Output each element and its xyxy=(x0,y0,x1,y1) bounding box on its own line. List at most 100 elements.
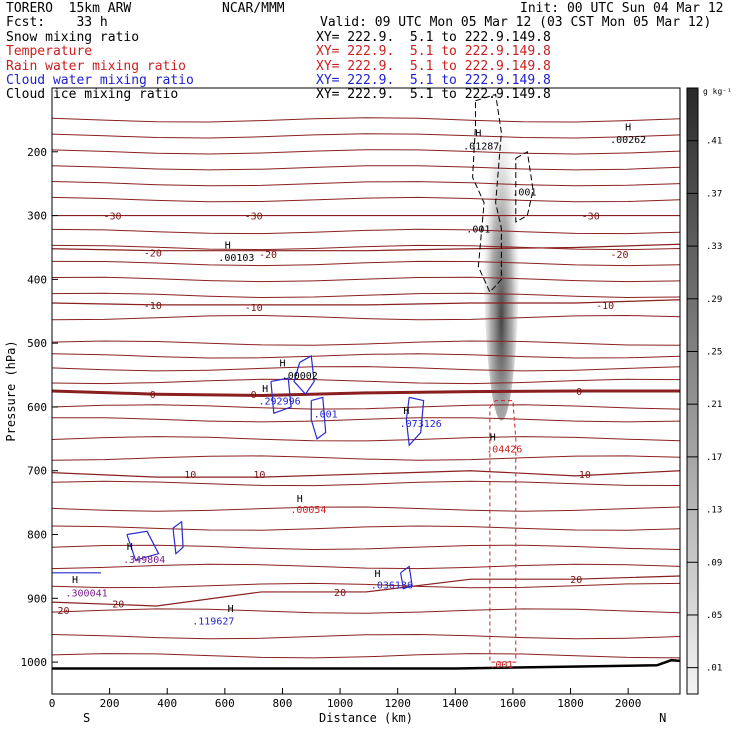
legend-cloud-ice: Cloud ice mixing ratio xyxy=(6,87,179,102)
isotherm-line xyxy=(51,480,681,487)
colorbar-tick-label: .25 xyxy=(706,347,722,357)
colorbar-tick-label: .13 xyxy=(706,506,722,516)
high-marker: H xyxy=(475,129,481,140)
isotherm-line xyxy=(51,228,681,235)
value-annotation: .00054 xyxy=(290,505,326,516)
cloud-water-outline-5 xyxy=(172,520,184,555)
colorbar-tick-label: .17 xyxy=(706,453,722,463)
x-tick-label: 1200 xyxy=(384,697,411,710)
north-label: N xyxy=(659,711,666,725)
valid-time: Valid: 09 UTC Mon 05 Mar 12 (03 CST Mon … xyxy=(320,15,712,30)
colorbar-tick-label: .29 xyxy=(706,295,722,305)
plot-frame xyxy=(51,87,681,695)
temperature-contour-0 xyxy=(51,389,680,397)
temperature-label: -10 xyxy=(245,303,263,314)
cloud-ice-outline xyxy=(472,93,502,294)
colorbar xyxy=(686,87,699,695)
colorbar-unit: g kg⁻¹ xyxy=(703,87,732,96)
rain-outline xyxy=(489,400,517,663)
temperature-label: -20 xyxy=(259,250,277,261)
isotherm-line xyxy=(51,525,681,531)
y-tick-label: 300 xyxy=(27,210,47,223)
cloud-water-outline-1 xyxy=(270,377,292,415)
x-tick-label: 1800 xyxy=(557,697,584,710)
value-annotation: .00262 xyxy=(610,135,646,146)
x-tick-label: 200 xyxy=(100,697,120,710)
legend-snow: Snow mixing ratio xyxy=(6,30,140,45)
cloud-water-outline-6 xyxy=(399,565,413,590)
temperature-label: 0 xyxy=(150,390,156,401)
x-tick-label: 800 xyxy=(273,697,293,710)
temperature-label: -20 xyxy=(610,250,628,261)
isotherm-line xyxy=(51,133,681,139)
value-annotation: .00103 xyxy=(218,253,254,264)
isotherm-line xyxy=(51,276,681,283)
value-annotation: .04426 xyxy=(486,444,522,455)
legend-rain: Rain water mixing ratio xyxy=(6,59,187,74)
legend-cloud-water: Cloud water mixing ratio xyxy=(6,73,194,88)
colorbar-tick-label: .41 xyxy=(706,137,722,147)
value-annotation: .001 xyxy=(512,187,536,198)
center-title: NCAR/MMM xyxy=(222,1,285,16)
isotherm-line xyxy=(51,181,681,187)
y-tick-label: 400 xyxy=(27,273,47,286)
isotherm-line xyxy=(51,366,681,372)
temperature-label: 10 xyxy=(253,470,265,481)
y-axis-label: Pressure (hPa) xyxy=(4,340,18,441)
value-annotation: .001 xyxy=(466,224,490,235)
value-annotation: .300041 xyxy=(65,589,107,600)
temperature-contour--20 xyxy=(51,243,681,252)
isotherm-line xyxy=(51,149,681,155)
y-tick-label: 800 xyxy=(27,529,47,542)
high-marker: H xyxy=(297,494,303,505)
temperature-label: -30 xyxy=(103,212,121,223)
value-annotation: .001 xyxy=(314,409,338,420)
temperature-label: -30 xyxy=(582,212,600,223)
isotherm-line xyxy=(51,455,681,461)
value-annotation: .01287 xyxy=(463,141,499,152)
isotherm-line xyxy=(51,544,681,551)
isotherm-line xyxy=(51,436,681,442)
isotherm-line xyxy=(51,653,681,659)
temperature-label: 10 xyxy=(184,470,196,481)
model-title: TORERO 15km ARW xyxy=(6,1,132,16)
high-marker: H xyxy=(225,240,231,251)
colorbar-tick-label: .05 xyxy=(706,611,722,621)
isotherm-line xyxy=(51,563,681,570)
x-tick-label: 1600 xyxy=(500,697,527,710)
x-tick-label: 600 xyxy=(215,697,235,710)
temperature-label: -10 xyxy=(596,301,614,312)
x-tick-label: 1400 xyxy=(442,697,469,710)
high-marker: H xyxy=(72,575,78,586)
temperature-label: 20 xyxy=(112,599,124,610)
x-axis-label: Distance (km) xyxy=(319,711,413,725)
isotherm-line xyxy=(51,196,681,203)
high-marker: H xyxy=(490,432,496,443)
high-marker: H xyxy=(375,569,381,580)
legend-cloud-ice-xy: XY= 222.9. 5.1 to 222.9.149.8 xyxy=(316,87,551,102)
temperature-label: -10 xyxy=(144,301,162,312)
isotherm-line xyxy=(51,633,681,640)
value-annotation: .073126 xyxy=(400,419,442,430)
value-annotation: .119627 xyxy=(192,617,234,628)
y-tick-label: 200 xyxy=(27,146,47,159)
y-tick-label: 1000 xyxy=(21,656,48,669)
isotherm-line xyxy=(51,506,681,512)
terrain-line xyxy=(52,658,681,670)
high-marker: H xyxy=(262,384,268,395)
isotherm-line xyxy=(51,165,681,171)
isotherm-line xyxy=(51,117,681,123)
temperature-label: 20 xyxy=(57,606,69,617)
cloud-water-outline-3 xyxy=(405,396,425,447)
high-marker: H xyxy=(228,604,234,615)
x-tick-label: 0 xyxy=(49,697,56,710)
x-tick-label: 2000 xyxy=(615,697,642,710)
temperature-label: 10 xyxy=(579,470,591,481)
isotherm-line xyxy=(51,340,681,346)
isotherm-line xyxy=(51,378,681,385)
cloud-water-outline-2 xyxy=(310,396,327,440)
temperature-label: 20 xyxy=(570,575,582,586)
x-tick-label: 400 xyxy=(157,697,177,710)
value-annotation: .00002 xyxy=(282,371,318,382)
